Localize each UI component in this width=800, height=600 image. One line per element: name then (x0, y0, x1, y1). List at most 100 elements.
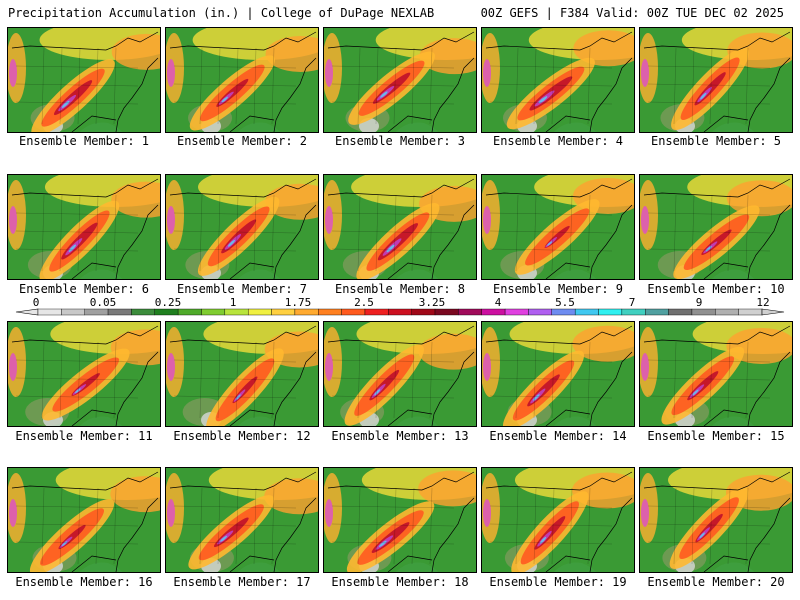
colorbar-segment (645, 308, 669, 316)
ensemble-member-label: Ensemble Member: 4 (492, 134, 624, 148)
member-map-panel (7, 174, 161, 280)
member-map-panel (165, 321, 319, 427)
ensemble-member-label: Ensemble Member: 7 (176, 282, 308, 296)
member-map-panel (165, 174, 319, 280)
colorbar-segment (84, 308, 109, 316)
colorbar-tick-label: 4 (495, 296, 502, 309)
member-map-panel (7, 467, 161, 573)
precip-map (8, 175, 160, 279)
colorbar-segment (341, 308, 366, 316)
member-map-panel (323, 321, 477, 427)
precip-map (166, 468, 318, 572)
precip-map (640, 468, 792, 572)
colorbar-tick-label: 5.5 (555, 296, 575, 309)
colorbar-segment (388, 308, 412, 316)
colorbar-tick-label: 1.75 (285, 296, 312, 309)
member-map-panel (639, 467, 793, 573)
member-map-panel (639, 321, 793, 427)
colorbar-segment (107, 308, 132, 316)
colorbar-min-arrow (15, 308, 39, 316)
colorbar-segment (668, 308, 693, 316)
colorbar-segment (154, 308, 179, 316)
precip-map (324, 468, 476, 572)
precip-map (640, 322, 792, 426)
member-map-panel (639, 174, 793, 280)
colorbar-segment (61, 308, 85, 316)
precip-map (640, 28, 792, 132)
member-map-panel (323, 174, 477, 280)
colorbar-segment (271, 308, 296, 316)
colorbar-segment (738, 308, 763, 316)
colorbar-segment (224, 308, 249, 316)
colorbar-segment (294, 308, 319, 316)
colorbar-segment (131, 308, 155, 316)
colorbar-tick-label: 0.25 (155, 296, 182, 309)
colorbar-segment (37, 308, 62, 316)
member-map-panel (7, 321, 161, 427)
member-map-panel (639, 27, 793, 133)
precip-colorbar: 0 0.05 0.25 1 1.75 2.5 3.25 4 5.5 7 9 12 (0, 296, 800, 322)
colorbar-tick-label: 7 (629, 296, 636, 309)
precip-map (324, 322, 476, 426)
colorbar-tick-label: 1 (230, 296, 237, 309)
ensemble-member-label: Ensemble Member: 17 (173, 575, 311, 589)
ensemble-member-label: Ensemble Member: 18 (331, 575, 469, 589)
colorbar-tick-label: 9 (696, 296, 703, 309)
colorbar-tick-label: 3.25 (419, 296, 446, 309)
precip-map (482, 468, 634, 572)
ensemble-member-label: Ensemble Member: 2 (176, 134, 308, 148)
member-map-panel (323, 27, 477, 133)
ensemble-member-label: Ensemble Member: 19 (489, 575, 627, 589)
precip-map (482, 28, 634, 132)
colorbar-segment (318, 308, 342, 316)
colorbar-segment (621, 308, 646, 316)
precip-map (324, 28, 476, 132)
ensemble-member-label: Ensemble Member: 12 (173, 429, 311, 443)
colorbar-segment (247, 308, 272, 316)
member-map-panel (481, 467, 635, 573)
colorbar-max-arrow (761, 308, 785, 316)
colorbar-tick-label: 0.05 (90, 296, 117, 309)
precip-map (640, 175, 792, 279)
precip-map (8, 468, 160, 572)
member-map-panel (481, 174, 635, 280)
ensemble-member-label: Ensemble Member: 6 (18, 282, 150, 296)
ensemble-member-label: Ensemble Member: 13 (331, 429, 469, 443)
colorbar-segment (574, 308, 599, 316)
ensemble-member-label: Ensemble Member: 8 (334, 282, 466, 296)
colorbar-segment (411, 308, 436, 316)
colorbar-segment (364, 308, 389, 316)
colorbar-segment (528, 308, 553, 316)
member-map-panel (165, 27, 319, 133)
ensemble-member-label: Ensemble Member: 3 (334, 134, 466, 148)
precip-map (166, 322, 318, 426)
precip-map (324, 175, 476, 279)
colorbar-tick-label: 0 (33, 296, 40, 309)
member-map-panel (7, 27, 161, 133)
ensemble-member-label: Ensemble Member: 15 (647, 429, 785, 443)
ensemble-member-label: Ensemble Member: 5 (650, 134, 782, 148)
colorbar-segment (715, 308, 739, 316)
ensemble-member-label: Ensemble Member: 20 (647, 575, 785, 589)
colorbar-segment (481, 308, 506, 316)
colorbar-segment (458, 308, 482, 316)
colorbar-tick-label: 2.5 (354, 296, 374, 309)
header-run-info: 00Z GEFS | F384 Valid: 00Z TUE DEC 02 20… (480, 6, 784, 20)
member-map-panel (323, 467, 477, 573)
precip-map (8, 322, 160, 426)
precip-map (482, 175, 634, 279)
colorbar-tick-label: 12 (756, 296, 769, 309)
colorbar-segment (504, 308, 529, 316)
ensemble-member-label: Ensemble Member: 9 (492, 282, 624, 296)
colorbar-segment (177, 308, 202, 316)
colorbar-svg: 0 0.05 0.25 1 1.75 2.5 3.25 4 5.5 7 9 12 (15, 296, 785, 316)
precip-map (166, 28, 318, 132)
ensemble-member-label: Ensemble Member: 14 (489, 429, 627, 443)
precip-map (8, 28, 160, 132)
colorbar-segment (201, 308, 226, 316)
ensemble-member-label: Ensemble Member: 16 (15, 575, 153, 589)
ensemble-member-label: Ensemble Member: 10 (647, 282, 785, 296)
ensemble-member-label: Ensemble Member: 11 (15, 429, 153, 443)
precip-map (482, 322, 634, 426)
colorbar-segment (691, 308, 716, 316)
